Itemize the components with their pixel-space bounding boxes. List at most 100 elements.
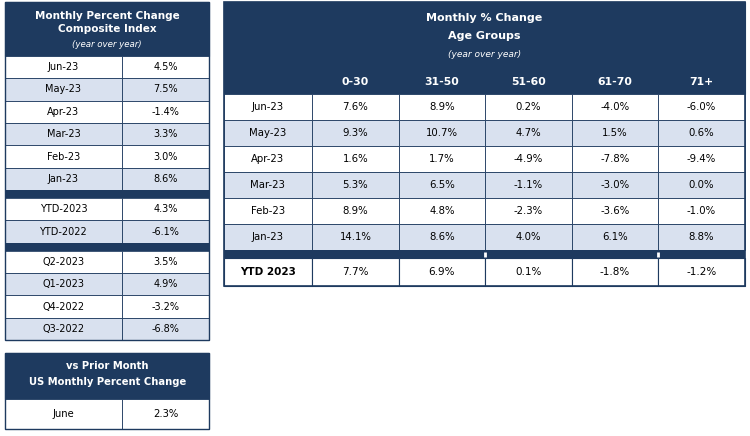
Bar — [5, 353, 209, 429]
Text: 0.6%: 0.6% — [688, 129, 714, 139]
Bar — [122, 145, 209, 168]
Text: 10.7%: 10.7% — [426, 129, 458, 139]
Text: 8.8%: 8.8% — [688, 232, 714, 242]
Bar — [485, 70, 572, 95]
Text: Jun-23: Jun-23 — [48, 62, 79, 72]
Text: 6.9%: 6.9% — [429, 267, 455, 277]
Bar — [122, 56, 209, 78]
Text: Monthly Percent Change: Monthly Percent Change — [35, 10, 180, 20]
Text: 31-50: 31-50 — [424, 77, 459, 87]
Text: vs Prior Month: vs Prior Month — [66, 361, 148, 371]
Bar — [5, 145, 122, 168]
Text: 6.5%: 6.5% — [429, 181, 454, 191]
Text: (year over year): (year over year) — [448, 51, 520, 59]
Text: Jun-23: Jun-23 — [252, 102, 284, 112]
Text: 4.3%: 4.3% — [153, 204, 178, 214]
Bar — [224, 146, 312, 173]
Text: Monthly % Change: Monthly % Change — [426, 14, 542, 24]
Text: -4.9%: -4.9% — [514, 154, 543, 164]
Text: Q3-2022: Q3-2022 — [42, 324, 85, 334]
Bar — [122, 273, 209, 295]
Bar — [312, 198, 399, 225]
Text: 1.7%: 1.7% — [429, 154, 454, 164]
Text: Apr-23: Apr-23 — [47, 107, 80, 117]
Text: 1.5%: 1.5% — [602, 129, 628, 139]
Bar — [5, 251, 122, 273]
Bar — [485, 198, 572, 225]
Text: 6.1%: 6.1% — [602, 232, 628, 242]
Text: Q1-2023: Q1-2023 — [43, 279, 85, 289]
Bar — [485, 120, 572, 146]
Text: 8.6%: 8.6% — [429, 232, 454, 242]
Text: June: June — [53, 409, 74, 419]
Text: -1.1%: -1.1% — [514, 181, 543, 191]
Text: YTD 2023: YTD 2023 — [240, 267, 296, 277]
Text: Jan-23: Jan-23 — [252, 232, 284, 242]
Text: 4.9%: 4.9% — [153, 279, 178, 289]
Bar — [5, 295, 122, 318]
Bar — [572, 70, 658, 95]
Text: -7.8%: -7.8% — [600, 154, 629, 164]
Bar — [122, 251, 209, 273]
Bar — [312, 70, 399, 95]
Bar — [5, 273, 122, 295]
Bar — [399, 120, 485, 146]
Bar — [5, 399, 122, 429]
Bar — [312, 95, 399, 120]
Text: Age Groups: Age Groups — [448, 31, 520, 41]
Text: Mar-23: Mar-23 — [251, 181, 285, 191]
Bar — [399, 198, 485, 225]
Bar — [224, 225, 312, 250]
Text: 3.3%: 3.3% — [153, 129, 178, 139]
Bar — [399, 173, 485, 198]
Bar — [485, 95, 572, 120]
Bar — [224, 173, 312, 198]
Bar — [122, 220, 209, 243]
Bar — [399, 95, 485, 120]
Bar — [658, 70, 745, 95]
Text: -9.4%: -9.4% — [687, 154, 716, 164]
Text: Q2-2023: Q2-2023 — [42, 257, 85, 267]
Bar — [572, 258, 658, 286]
Text: -6.1%: -6.1% — [152, 227, 179, 237]
Text: -1.2%: -1.2% — [686, 267, 716, 277]
Text: 0-30: 0-30 — [342, 77, 369, 87]
Bar — [122, 318, 209, 340]
Text: -1.8%: -1.8% — [600, 267, 630, 277]
Text: 7.7%: 7.7% — [342, 267, 369, 277]
Bar — [658, 173, 745, 198]
Bar — [224, 250, 745, 258]
Text: Jan-23: Jan-23 — [48, 174, 79, 184]
Bar — [572, 198, 658, 225]
Bar — [485, 258, 572, 286]
Bar — [399, 70, 485, 95]
Text: -4.0%: -4.0% — [601, 102, 629, 112]
Text: 7.5%: 7.5% — [153, 85, 178, 95]
Bar — [5, 123, 122, 145]
Text: 4.5%: 4.5% — [153, 62, 178, 72]
Text: Q4-2022: Q4-2022 — [42, 302, 85, 311]
Text: 2.3%: 2.3% — [153, 409, 178, 419]
Bar — [572, 173, 658, 198]
Bar — [224, 198, 312, 225]
Bar — [122, 101, 209, 123]
Bar — [572, 120, 658, 146]
Bar — [5, 101, 122, 123]
Bar — [658, 225, 745, 250]
Text: Feb-23: Feb-23 — [46, 152, 80, 162]
Bar — [485, 225, 572, 250]
Bar — [399, 258, 485, 286]
Text: 51-60: 51-60 — [511, 77, 546, 87]
Bar — [312, 146, 399, 173]
Bar — [572, 225, 658, 250]
Text: Composite Index: Composite Index — [58, 24, 157, 34]
Text: -3.0%: -3.0% — [601, 181, 629, 191]
Text: 71+: 71+ — [689, 77, 713, 87]
Bar — [312, 258, 399, 286]
Bar — [122, 295, 209, 318]
Text: -6.8%: -6.8% — [152, 324, 179, 334]
Bar — [658, 120, 745, 146]
Text: -2.3%: -2.3% — [514, 207, 543, 217]
Text: YTD-2023: YTD-2023 — [40, 204, 87, 214]
Bar — [312, 225, 399, 250]
